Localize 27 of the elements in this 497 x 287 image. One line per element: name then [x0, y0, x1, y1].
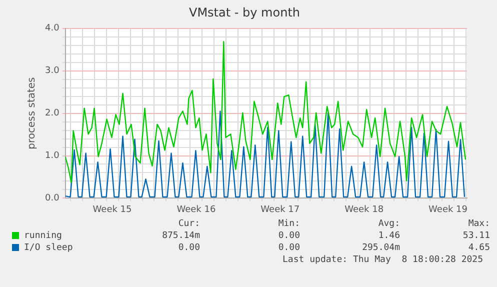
text: 4.65 [467, 242, 490, 254]
legend-label: running [24, 230, 63, 242]
text: 295.04m [361, 242, 400, 254]
text: Avg: [377, 218, 400, 230]
text: 0.00 [177, 242, 200, 254]
x-tick-label: Week 16 [176, 204, 216, 215]
text: 875.14m [161, 230, 200, 242]
text: 1.46 [377, 230, 400, 242]
text: 53.11 [462, 230, 490, 242]
text: Cur: [177, 218, 200, 230]
y-tick-label: 4.0 [44, 24, 60, 34]
x-tick-label: Week 19 [428, 204, 468, 215]
x-tick-label: Week 15 [92, 204, 132, 215]
x-tick-label: Week 17 [260, 204, 300, 215]
x-tick-label: Week 18 [344, 204, 384, 215]
text: 0.00 [277, 230, 300, 242]
text: Last update: Thu May 8 18:00:28 2025 [282, 254, 484, 266]
legend-label: I/O sleep [24, 242, 74, 254]
text: Max: [467, 218, 490, 230]
y-axis-title: process states [26, 77, 38, 150]
text: Min: [277, 218, 300, 230]
chart-title: VMstat - by month [188, 5, 300, 20]
text: 0.00 [277, 242, 300, 254]
y-tick-label: 2.0 [44, 108, 60, 119]
y-tick-label: 3.0 [44, 66, 60, 76]
y-tick-label: 0.0 [44, 194, 60, 204]
y-tick-label: 1.0 [44, 151, 60, 162]
